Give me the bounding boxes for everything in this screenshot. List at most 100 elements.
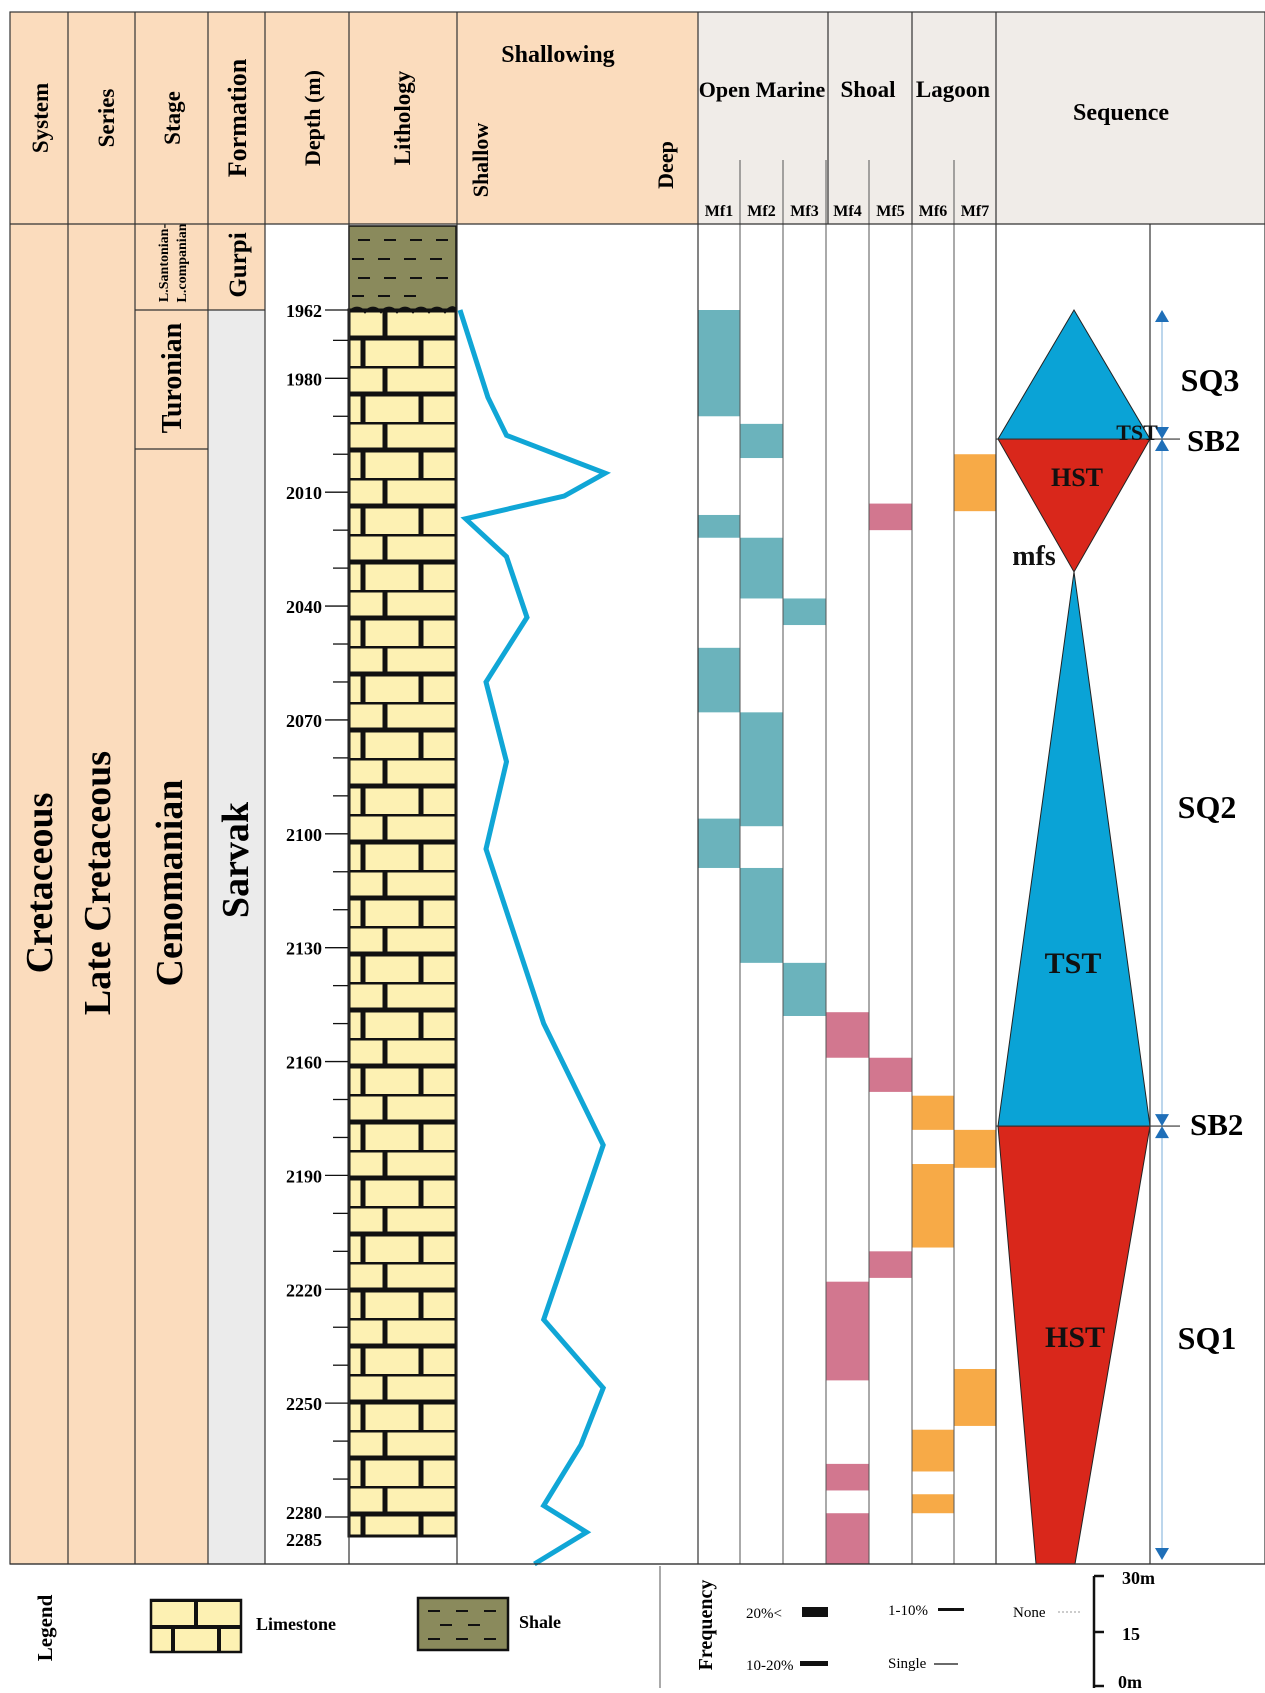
sq2-thickness-arrow-head-top [1155,439,1169,452]
legend: Legend Limestone Shale Frequency 20%< 10… [33,1566,1155,1692]
sq3-thickness-arrow-head-bottom [1155,427,1169,440]
header-series: Series [94,89,119,148]
legend-f1to10-label: 1-10% [888,1603,928,1619]
legend-shale-swatch [416,1596,510,1652]
mfs-label: mfs [1012,541,1056,572]
facies-block-mf1 [698,647,740,713]
sq1-thickness-arrow-head-bottom [1155,1548,1169,1560]
sq2-hst-label: HST [1051,463,1103,492]
facies-block-mf1 [698,514,740,538]
facies-block-mf4 [826,1012,869,1058]
mf-header-label: Mf7 [961,203,989,220]
facies-block-mf2 [740,423,783,459]
legend-single-label: Single [888,1656,927,1672]
facies-block-mf7 [954,1129,996,1168]
sq1-label: SQ1 [1178,1320,1237,1356]
depth-label: 2190 [286,1166,322,1186]
sq3-thickness-arrow-head-top [1155,310,1169,322]
facies-block-mf1 [698,818,740,868]
facies-block-mf4 [826,1513,869,1564]
system-column [10,224,68,1564]
header-stage: Stage [160,91,185,145]
depth-label: 2040 [286,597,322,617]
facies-block-mf6 [912,1164,954,1248]
legend-f1to10-bar [938,1608,964,1611]
legend-scale-bar [1092,1574,1104,1688]
shallowing-curve [457,309,611,1567]
limestone-lithology [347,308,458,1538]
depth-label: 1962 [286,301,322,321]
header-band [10,12,698,224]
facies-block-mf3 [783,962,826,1016]
depth-label: 2160 [286,1053,322,1073]
facies-block-mf2 [740,537,783,599]
facies-block-mf7 [954,1368,996,1426]
header-shallow: Shallow [468,123,493,198]
depth-label: 2280 [286,1503,322,1523]
facies-block-mf7 [954,454,996,512]
sb2-lower-label: SB2 [1190,1107,1243,1142]
stage-upper-line2: L.companian [175,223,190,302]
depth-label: 2130 [286,939,322,959]
facies-block-mf1 [698,310,740,417]
legend-f10to20-label: 10-20% [746,1658,794,1674]
mf-header-label: Mf2 [747,203,775,220]
sb2-upper-label: SB2 [1187,423,1240,458]
header-open-marine: Open Marine [699,77,826,102]
legend-scale-30: 30m [1122,1568,1155,1588]
formation-sarvak: Sarvak [215,801,257,918]
table-borders [9,11,1265,1565]
stage-upper-line1: L.Santonian- [157,224,172,303]
system-label: Cretaceous [19,793,61,974]
depth-ticks [325,309,349,1518]
mf-header-label: Mf5 [876,203,904,220]
stage-column [135,224,208,1564]
header-shallowing: Shallowing [501,42,614,68]
unconformity-line [348,306,458,314]
sq3-label: SQ3 [1181,362,1240,398]
facies-block-mf3 [783,598,826,626]
legend-f10to20-bar [800,1661,828,1666]
legend-scale-15: 15 [1122,1624,1140,1644]
sq2-tst-triangle [997,571,1151,1127]
sq1-hst-label: HST [1045,1321,1105,1354]
facies-block-mf5 [869,503,912,531]
legend-limestone-swatch [149,1598,243,1654]
sq2-thickness-arrow-head-bottom [1155,1114,1169,1127]
sq2-tst-label: TST [1045,947,1102,980]
facies-block-mf6 [912,1494,954,1514]
formation-column-sarvak [208,310,265,1564]
mf-labels: Mf1 Mf2 Mf3 Mf4 Mf5 Mf6 Mf7 [705,203,989,220]
mf-header-label: Mf6 [919,203,947,220]
legend-title: Legend [33,1594,57,1661]
header-band-right [698,12,1265,224]
stage-turonian: Turonian [157,322,188,433]
depth-label: 1980 [286,369,322,389]
sequence-triangles [996,309,1180,1565]
facies-block-mf5 [869,1251,912,1278]
sq3-tst-label: TST [1116,420,1158,445]
stage-cenomanian: Cenomanian [149,780,191,987]
depth-label: 2220 [286,1280,322,1300]
header-formation: Formation [223,58,252,177]
depth-label: 2285 [286,1530,322,1550]
facies-block-mf2 [740,867,783,963]
legend-shale-dashes [428,1610,496,1640]
legend-shale-label: Shale [519,1612,561,1632]
sq1-thickness-arrow-head-top [1155,1126,1169,1139]
series-column [68,224,135,1564]
header-sequence: Sequence [1073,100,1169,126]
header-system: System [28,83,53,153]
legend-frequency-title: Frequency [695,1580,717,1671]
facies-block-mf2 [740,712,783,827]
legend-f20plus-bar [802,1607,828,1617]
shale-lithology [348,225,457,311]
header-shoal: Shoal [841,77,896,102]
grid-lines [739,160,955,1564]
depth-label: 2010 [286,483,322,503]
facies-block-mf4 [826,1463,869,1491]
series-label: Late Cretaceous [77,751,119,1015]
legend-scale-0: 0m [1118,1672,1142,1688]
